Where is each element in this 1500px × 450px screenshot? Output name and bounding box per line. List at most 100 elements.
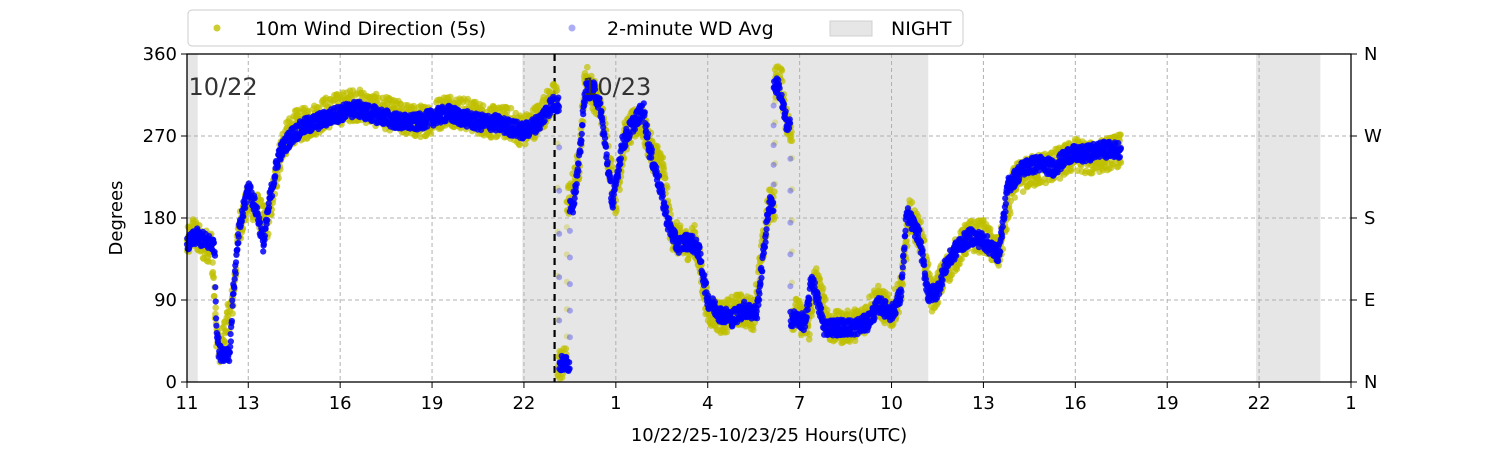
data-point [737, 292, 745, 300]
data-point [676, 222, 684, 229]
data-point [232, 259, 240, 266]
data-point [424, 123, 431, 130]
data-point [787, 120, 794, 127]
data-point [260, 248, 267, 255]
data-point [563, 306, 570, 313]
data-point [1117, 159, 1125, 166]
data-point [555, 103, 563, 110]
data-point [563, 333, 570, 340]
data-point [898, 288, 905, 295]
data-point [215, 334, 222, 341]
data-point [762, 239, 769, 246]
data-point [563, 224, 570, 231]
data-point [603, 151, 610, 158]
data-point [753, 308, 760, 315]
data-point [789, 248, 795, 255]
data-point [210, 274, 217, 282]
data-point [566, 281, 573, 288]
data-point [770, 102, 777, 109]
data-point [958, 255, 965, 263]
data-point [616, 186, 623, 193]
data-point [575, 168, 582, 175]
data-point [579, 122, 586, 129]
data-point [598, 108, 605, 115]
data-point [772, 180, 779, 187]
data-point [211, 292, 218, 300]
data-point [447, 93, 454, 101]
data-point [1067, 165, 1075, 173]
data-point [815, 294, 822, 302]
data-point [846, 338, 853, 345]
data-point [566, 307, 573, 314]
data-point [554, 140, 561, 147]
data-point [213, 322, 220, 329]
data-point [640, 100, 647, 107]
data-point [772, 139, 779, 146]
data-point [789, 155, 795, 161]
data-point [569, 209, 577, 216]
data-point [711, 298, 719, 305]
data-point [916, 227, 923, 234]
data-point [643, 122, 650, 129]
data-point [269, 192, 276, 199]
data-point [806, 296, 813, 303]
data-point [654, 143, 661, 150]
data-point [615, 174, 622, 181]
data-point [778, 67, 786, 74]
data-point [701, 272, 708, 279]
data-point [1011, 194, 1018, 201]
data-point [641, 109, 648, 116]
data-point [763, 226, 770, 233]
data-point [822, 296, 829, 303]
data-point [723, 328, 731, 336]
data-point [555, 94, 562, 101]
data-point [226, 357, 233, 365]
data-point [780, 101, 788, 108]
data-point [562, 345, 570, 353]
data-point [212, 284, 219, 291]
data-point [818, 305, 825, 312]
data-point [242, 200, 249, 207]
data-point [556, 230, 563, 237]
data-point [602, 143, 610, 150]
data-point [757, 281, 764, 288]
data-point [230, 290, 237, 297]
data-point [247, 184, 254, 191]
data-point [556, 274, 563, 281]
data-point [271, 179, 278, 187]
data-point [782, 108, 789, 115]
series-wd-avg-2min [183, 75, 1124, 374]
data-point [770, 181, 777, 188]
data-point [902, 227, 909, 234]
data-point [231, 276, 238, 283]
data-point [1056, 175, 1064, 182]
data-point [578, 137, 585, 144]
data-point [235, 233, 242, 240]
data-point [770, 199, 777, 206]
data-point [756, 290, 763, 297]
data-point [772, 119, 779, 126]
data-point [771, 188, 778, 195]
data-point [427, 130, 435, 137]
data-point [516, 141, 523, 149]
data-point [488, 133, 495, 140]
data-point [805, 336, 813, 343]
data-point [691, 222, 698, 229]
data-point [696, 244, 703, 251]
data-point [227, 338, 234, 345]
data-point [536, 125, 544, 132]
data-point [648, 146, 656, 153]
data-point [554, 184, 561, 191]
data-point [697, 250, 704, 257]
data-point [257, 219, 264, 226]
data-point [756, 296, 763, 304]
data-point [986, 225, 994, 233]
data-point [899, 264, 906, 271]
data-point [610, 199, 617, 206]
data-point [918, 239, 925, 246]
data-point [229, 297, 236, 304]
data-point [615, 167, 623, 174]
data-point [238, 218, 245, 225]
data-point [563, 251, 570, 258]
